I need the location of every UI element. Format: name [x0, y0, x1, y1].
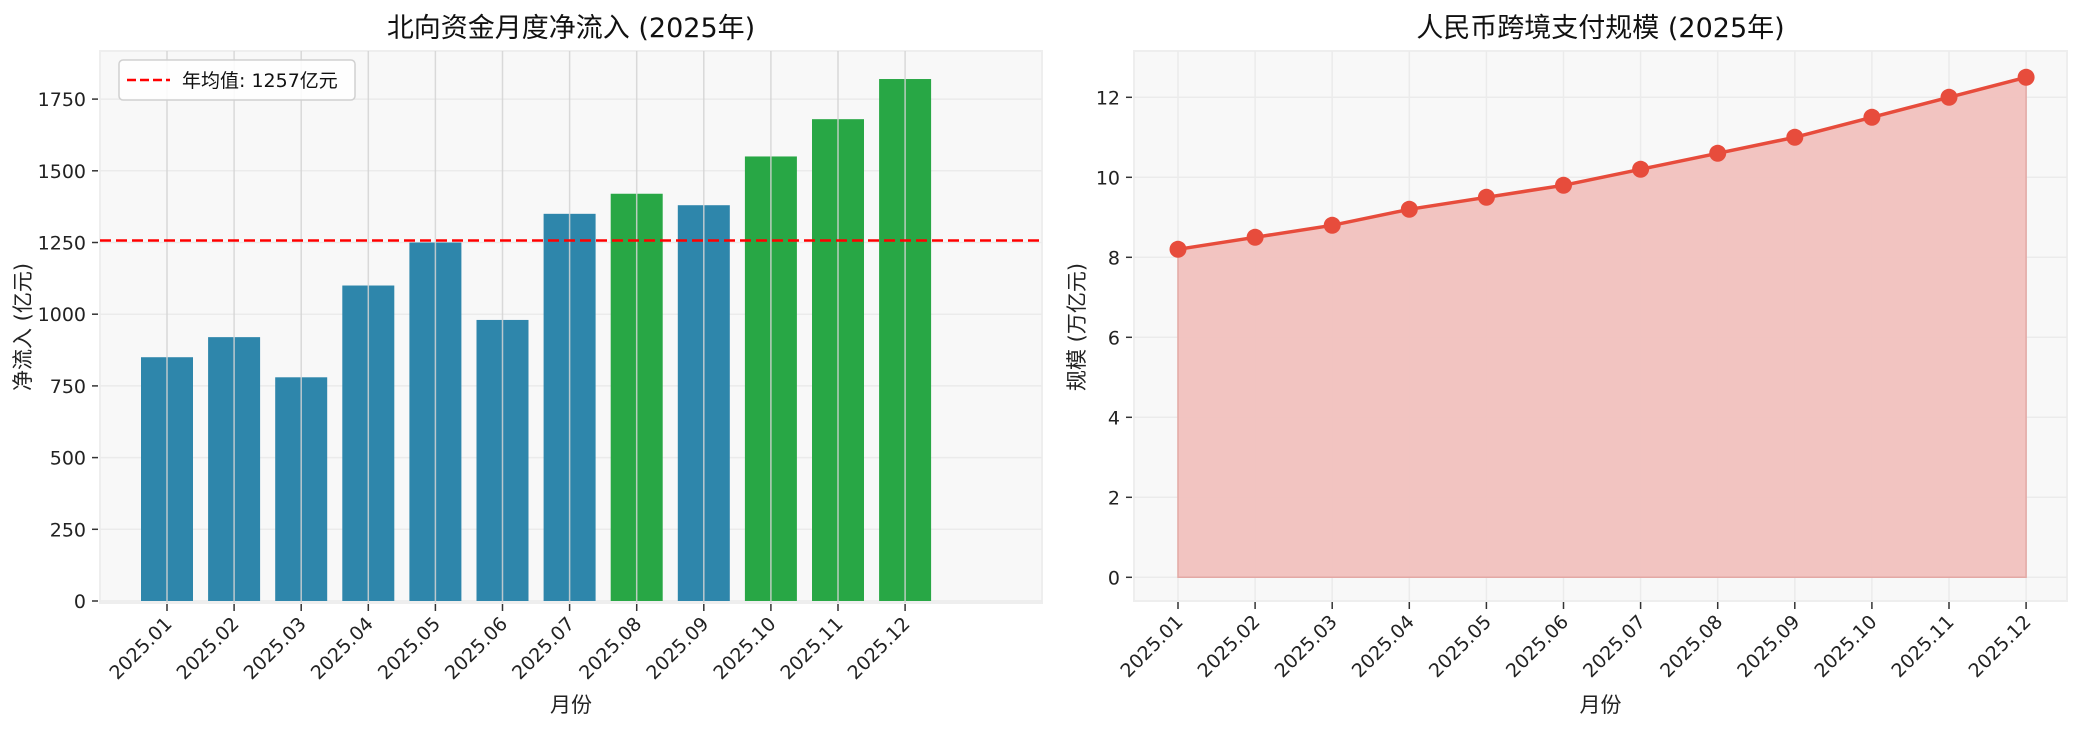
xtick-label: 2025.10 — [1810, 611, 1881, 682]
bar-chart-northbound: 0 250 500 750 1000 1250 1500 1750 2025.012025.02… — [11, 13, 1043, 717]
y-axis-label: 规模 (万亿元) — [1065, 263, 1089, 391]
x-axis-label: 月份 — [550, 693, 592, 717]
legend-box — [118, 59, 356, 101]
xtick-label: 2025.08 — [1656, 611, 1727, 682]
ytick-label: 500 — [50, 448, 86, 470]
xtick-label: 2025.04 — [1348, 611, 1419, 682]
xtick-label: 2025.05 — [374, 613, 445, 684]
ytick-label: 6 — [1108, 327, 1120, 349]
xtick-label: 2025.01 — [105, 613, 176, 684]
xtick-label: 2025.06 — [1502, 611, 1573, 682]
xtick-label: 2025.09 — [642, 613, 713, 684]
data-point-2025.09 — [1786, 128, 1804, 146]
xtick-label: 2025.11 — [776, 613, 847, 684]
data-point-2025.08 — [1709, 144, 1727, 162]
data-point-2025.06 — [1555, 176, 1572, 194]
xtick-label: 2025.02 — [1194, 611, 1265, 682]
ytick-label: 2 — [1108, 487, 1120, 509]
xtick-label: 2025.03 — [240, 613, 311, 684]
xtick-label: 2025.11 — [1887, 611, 1958, 682]
xtick-label: 2025.09 — [1733, 611, 1804, 682]
ytick-label: 1000 — [38, 304, 86, 326]
chart-title: 人民币跨境支付规模 (2025年) — [1416, 13, 1784, 44]
data-point-2025.02 — [1246, 228, 1264, 246]
ytick-label: 0 — [1108, 567, 1120, 589]
ytick-label: 1750 — [38, 89, 86, 111]
data-point-2025.11 — [1940, 88, 1958, 106]
ytick-label: 1250 — [38, 233, 86, 255]
xtick-label: 2025.05 — [1425, 611, 1496, 682]
xtick-label: 2025.06 — [441, 613, 512, 684]
xtick-label: 2025.01 — [1116, 611, 1187, 682]
data-point-2025.12 — [2017, 68, 2035, 86]
ytick-label: 0 — [74, 591, 86, 613]
data-point-2025.05 — [1477, 188, 1495, 206]
ytick-label: 12 — [1096, 87, 1120, 109]
y-axis-label: 净流入 (亿元) — [11, 263, 35, 391]
legend: 年均值: 1257亿元 — [118, 59, 356, 101]
legend-label: 年均值: 1257亿元 — [182, 70, 338, 92]
ytick-label: 250 — [50, 519, 86, 541]
x-axis-label: 月份 — [1580, 693, 1622, 717]
trend-line — [1177, 75, 2027, 252]
xtick-label: 2025.12 — [1965, 611, 2036, 682]
data-point-2025.10 — [1863, 108, 1881, 126]
ytick-label: 1500 — [38, 161, 86, 183]
ytick-label: 4 — [1108, 407, 1120, 429]
xtick-label: 2025.08 — [575, 613, 646, 684]
data-point-2025.07 — [1632, 160, 1650, 178]
chart-title: 北向资金月度净流入 (2025年) — [387, 13, 755, 44]
xtick-label: 2025.02 — [173, 613, 244, 684]
xtick-label: 2025.03 — [1271, 611, 1342, 682]
data-point-2025.03 — [1323, 216, 1341, 234]
data-point-2025.01 — [1169, 240, 1187, 258]
xtick-label: 2025.07 — [508, 613, 579, 684]
data-point-2025.04 — [1400, 200, 1418, 218]
xtick-label: 2025.04 — [307, 613, 378, 684]
xtick-label: 2025.10 — [709, 613, 780, 684]
ytick-label: 750 — [50, 376, 86, 398]
ytick-label: 10 — [1096, 167, 1120, 189]
xtick-label: 2025.12 — [844, 613, 915, 684]
ytick-label: 8 — [1108, 247, 1120, 269]
xtick-label: 2025.07 — [1579, 611, 1650, 682]
